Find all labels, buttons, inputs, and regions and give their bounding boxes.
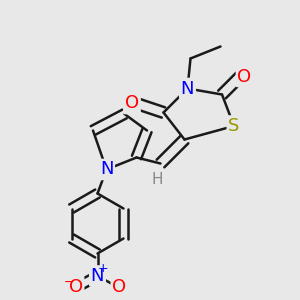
Text: O: O: [237, 68, 252, 85]
Text: H: H: [152, 172, 163, 188]
Text: O: O: [125, 94, 139, 112]
Text: N: N: [181, 80, 194, 98]
Text: N: N: [91, 267, 104, 285]
Text: +: +: [98, 262, 108, 275]
Text: N: N: [100, 160, 113, 178]
Text: S: S: [228, 117, 240, 135]
Text: O: O: [68, 278, 83, 296]
Text: −: −: [64, 275, 74, 289]
Text: O: O: [112, 278, 127, 296]
